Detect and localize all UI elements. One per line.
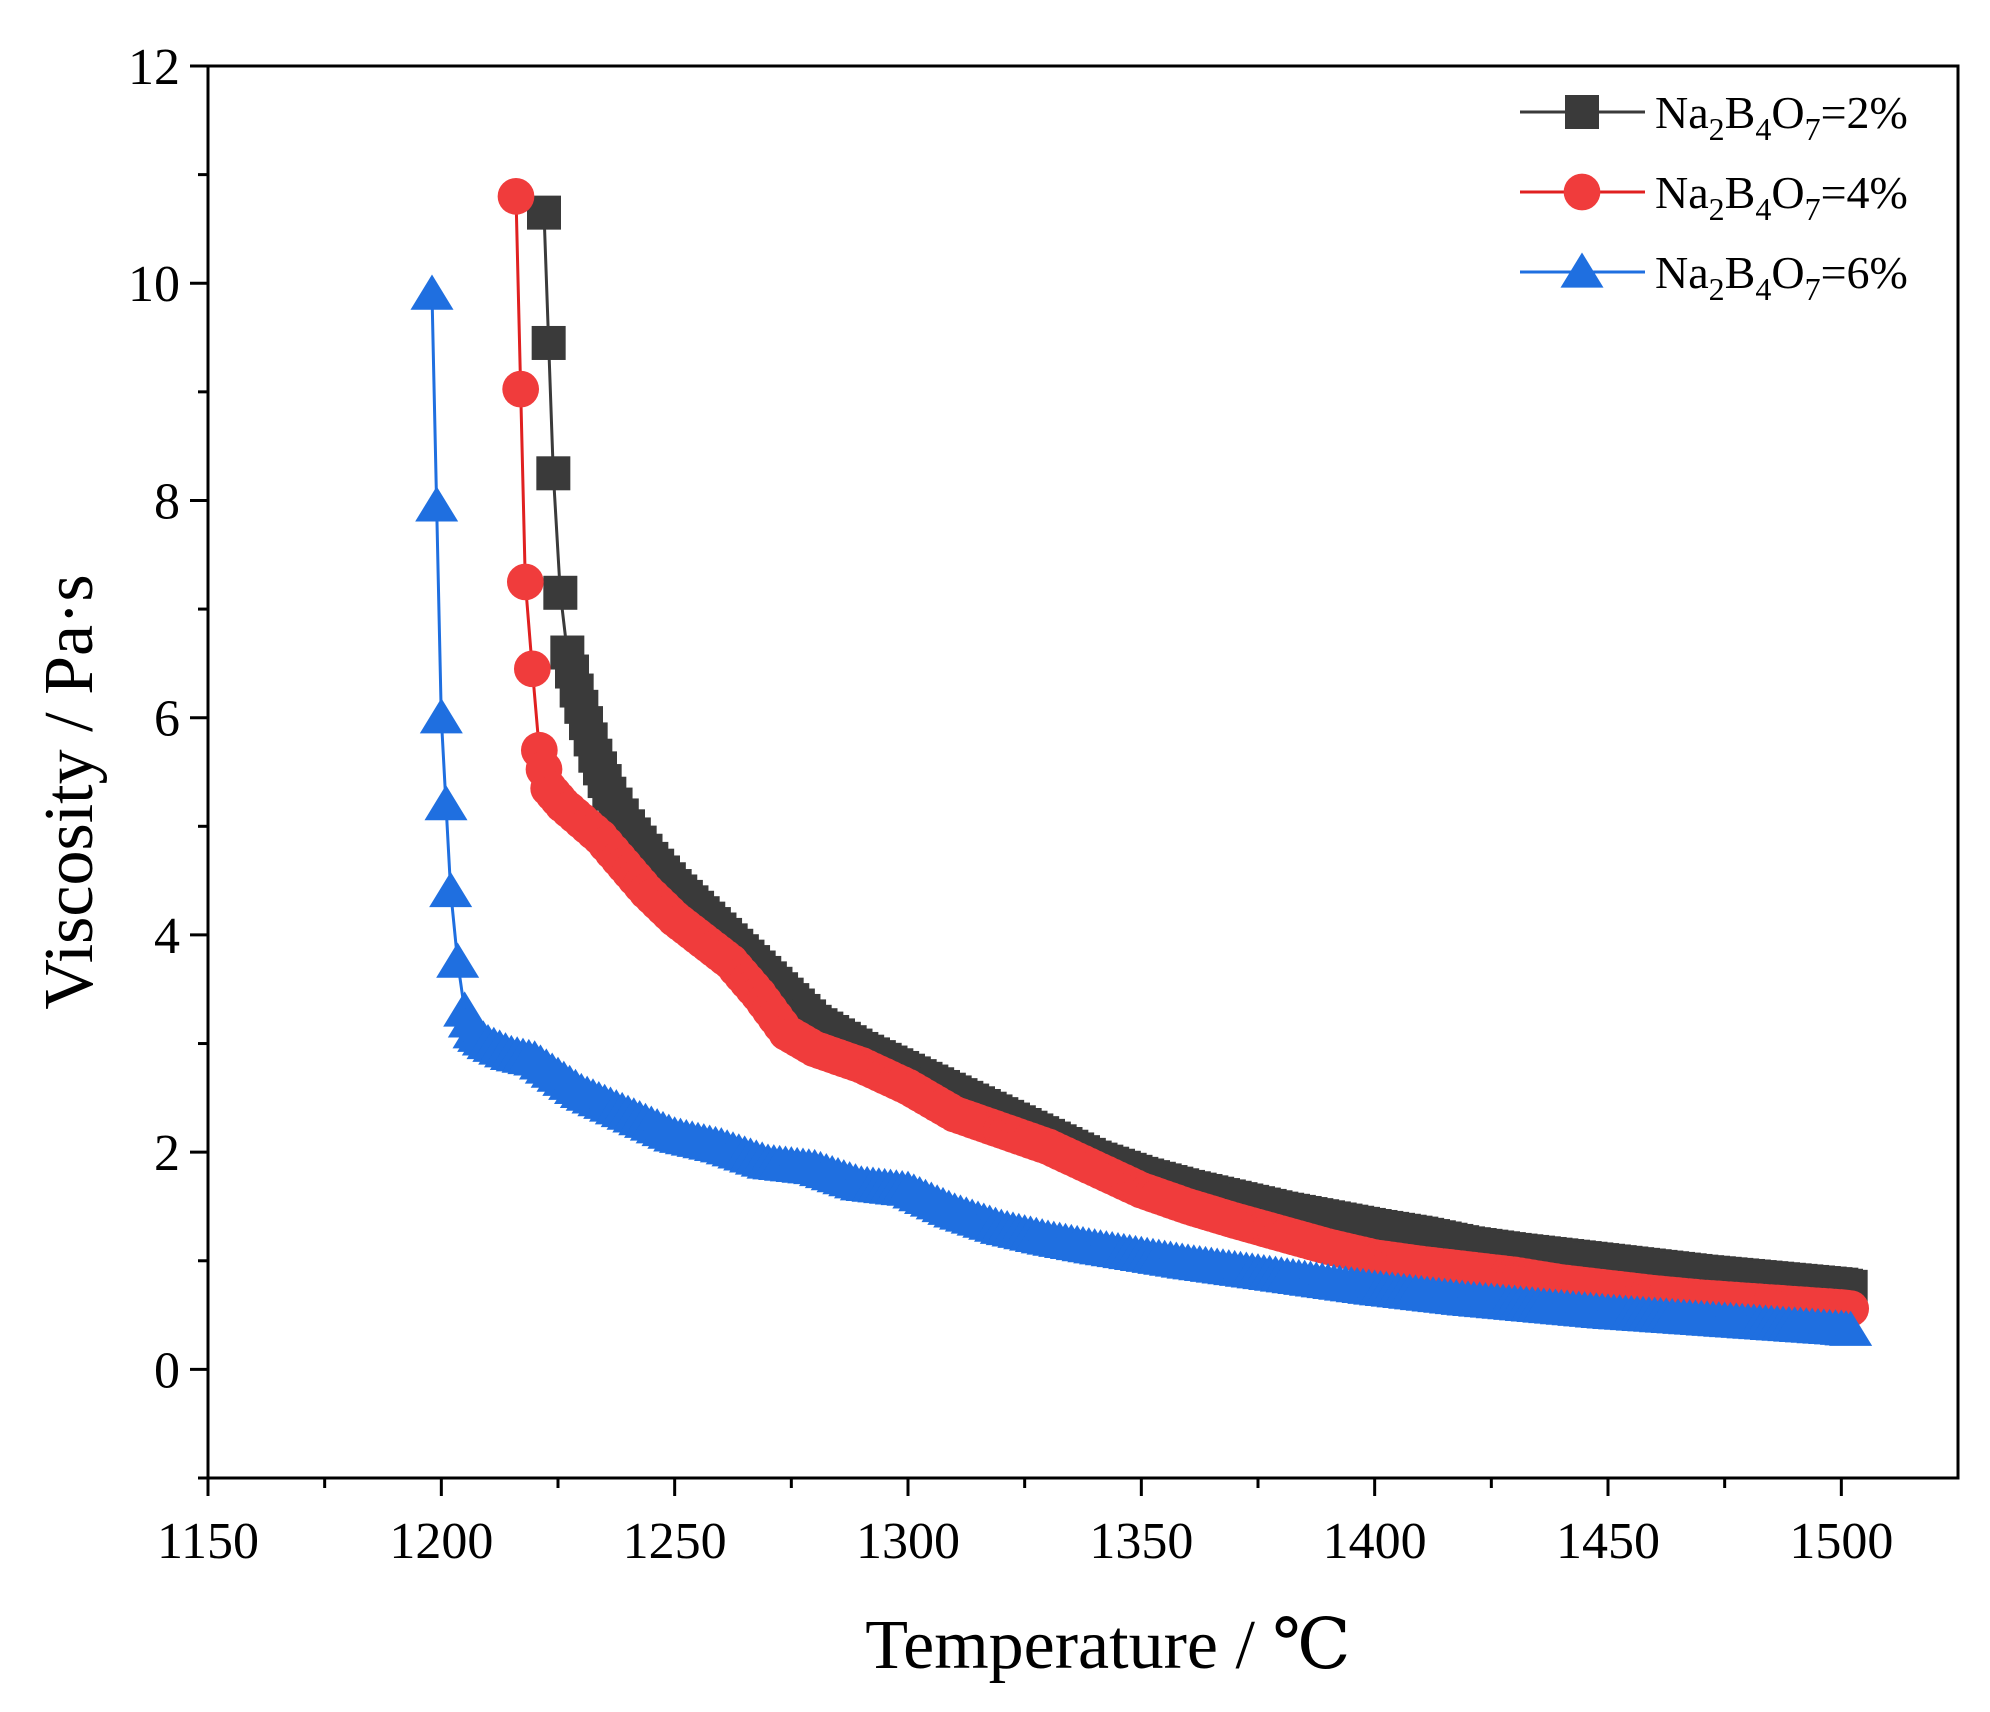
data-point [429, 871, 473, 908]
series-3 [410, 274, 1873, 1346]
legend-label: Na2B4O7=4% [1655, 167, 1908, 227]
legend-item: Na2B4O7=6% [1520, 247, 1908, 307]
data-point [410, 274, 454, 310]
x-tick-label: 1350 [1089, 1513, 1193, 1570]
data-point [543, 575, 578, 610]
y-tick-label: 10 [128, 256, 180, 313]
y-tick-label: 12 [128, 39, 180, 96]
data-point [531, 325, 566, 360]
x-tick-label: 1250 [623, 1513, 727, 1570]
legend-text-part: B [1725, 87, 1756, 138]
plot-frame [206, 64, 1960, 1480]
legend-text-part: O [1771, 247, 1804, 298]
legend-marker [1560, 252, 1604, 288]
legend-subscript: 4 [1755, 191, 1771, 227]
y-tick-label: 4 [154, 908, 180, 965]
legend-subscript: 7 [1805, 271, 1821, 307]
data-point [502, 370, 540, 408]
data-point [497, 177, 535, 215]
legend-subscript: 4 [1755, 111, 1771, 147]
legend-subscript: 2 [1709, 111, 1725, 147]
legend-label: Na2B4O7=6% [1655, 247, 1908, 307]
legend-subscript: 7 [1805, 191, 1821, 227]
x-tick-label: 1450 [1556, 1513, 1660, 1570]
legend-subscript: 2 [1709, 271, 1725, 307]
x-tick-label: 1400 [1323, 1513, 1427, 1570]
legend-text-part: =6% [1821, 247, 1908, 298]
series-layer [410, 177, 1873, 1346]
x-tick-label: 1150 [157, 1513, 259, 1570]
legend-item: Na2B4O7=4% [1520, 167, 1908, 227]
y-tick-label: 8 [154, 473, 180, 530]
legend-subscript: 2 [1709, 191, 1725, 227]
legend-subscript: 7 [1805, 111, 1821, 147]
data-point [415, 486, 459, 522]
legend-marker [1565, 95, 1599, 129]
legend-subscript: 4 [1755, 271, 1771, 307]
legend-text-part: B [1725, 167, 1756, 218]
y-tick-label: 6 [154, 691, 180, 748]
legend-text-part: Na [1655, 167, 1709, 218]
y-tick-label: 0 [154, 1342, 180, 1399]
legend-text-part: Na [1655, 87, 1709, 138]
x-tick-label: 1200 [389, 1513, 493, 1570]
x-axis-title: Temperature / ℃ [865, 1607, 1350, 1684]
y-axis-title: Viscosity / Pa·s [31, 574, 108, 1009]
data-point [1829, 1310, 1873, 1346]
data-point [506, 563, 544, 601]
legend: Na2B4O7=2%Na2B4O7=4%Na2B4O7=6% [1520, 87, 1908, 307]
legend-text-part: O [1771, 87, 1804, 138]
data-point [513, 650, 551, 688]
data-point [424, 785, 468, 821]
legend-text-part: Na [1655, 247, 1709, 298]
data-point [436, 942, 480, 978]
legend-text-part: B [1725, 247, 1756, 298]
legend-item: Na2B4O7=2% [1520, 87, 1908, 147]
y-tick-label: 2 [154, 1125, 180, 1182]
data-point [536, 456, 571, 491]
legend-text-part: =4% [1821, 167, 1908, 218]
legend-text-part: O [1771, 167, 1804, 218]
x-tick-label: 1300 [856, 1513, 960, 1570]
x-tick-label: 1500 [1789, 1513, 1893, 1570]
data-point [419, 698, 463, 734]
legend-marker [1563, 173, 1601, 211]
legend-label: Na2B4O7=2% [1655, 87, 1908, 147]
axes-layer: 1150 1200 1250 1300 1350 1400 1450 150002468101… [128, 39, 1893, 1570]
legend-text-part: =2% [1821, 87, 1908, 138]
